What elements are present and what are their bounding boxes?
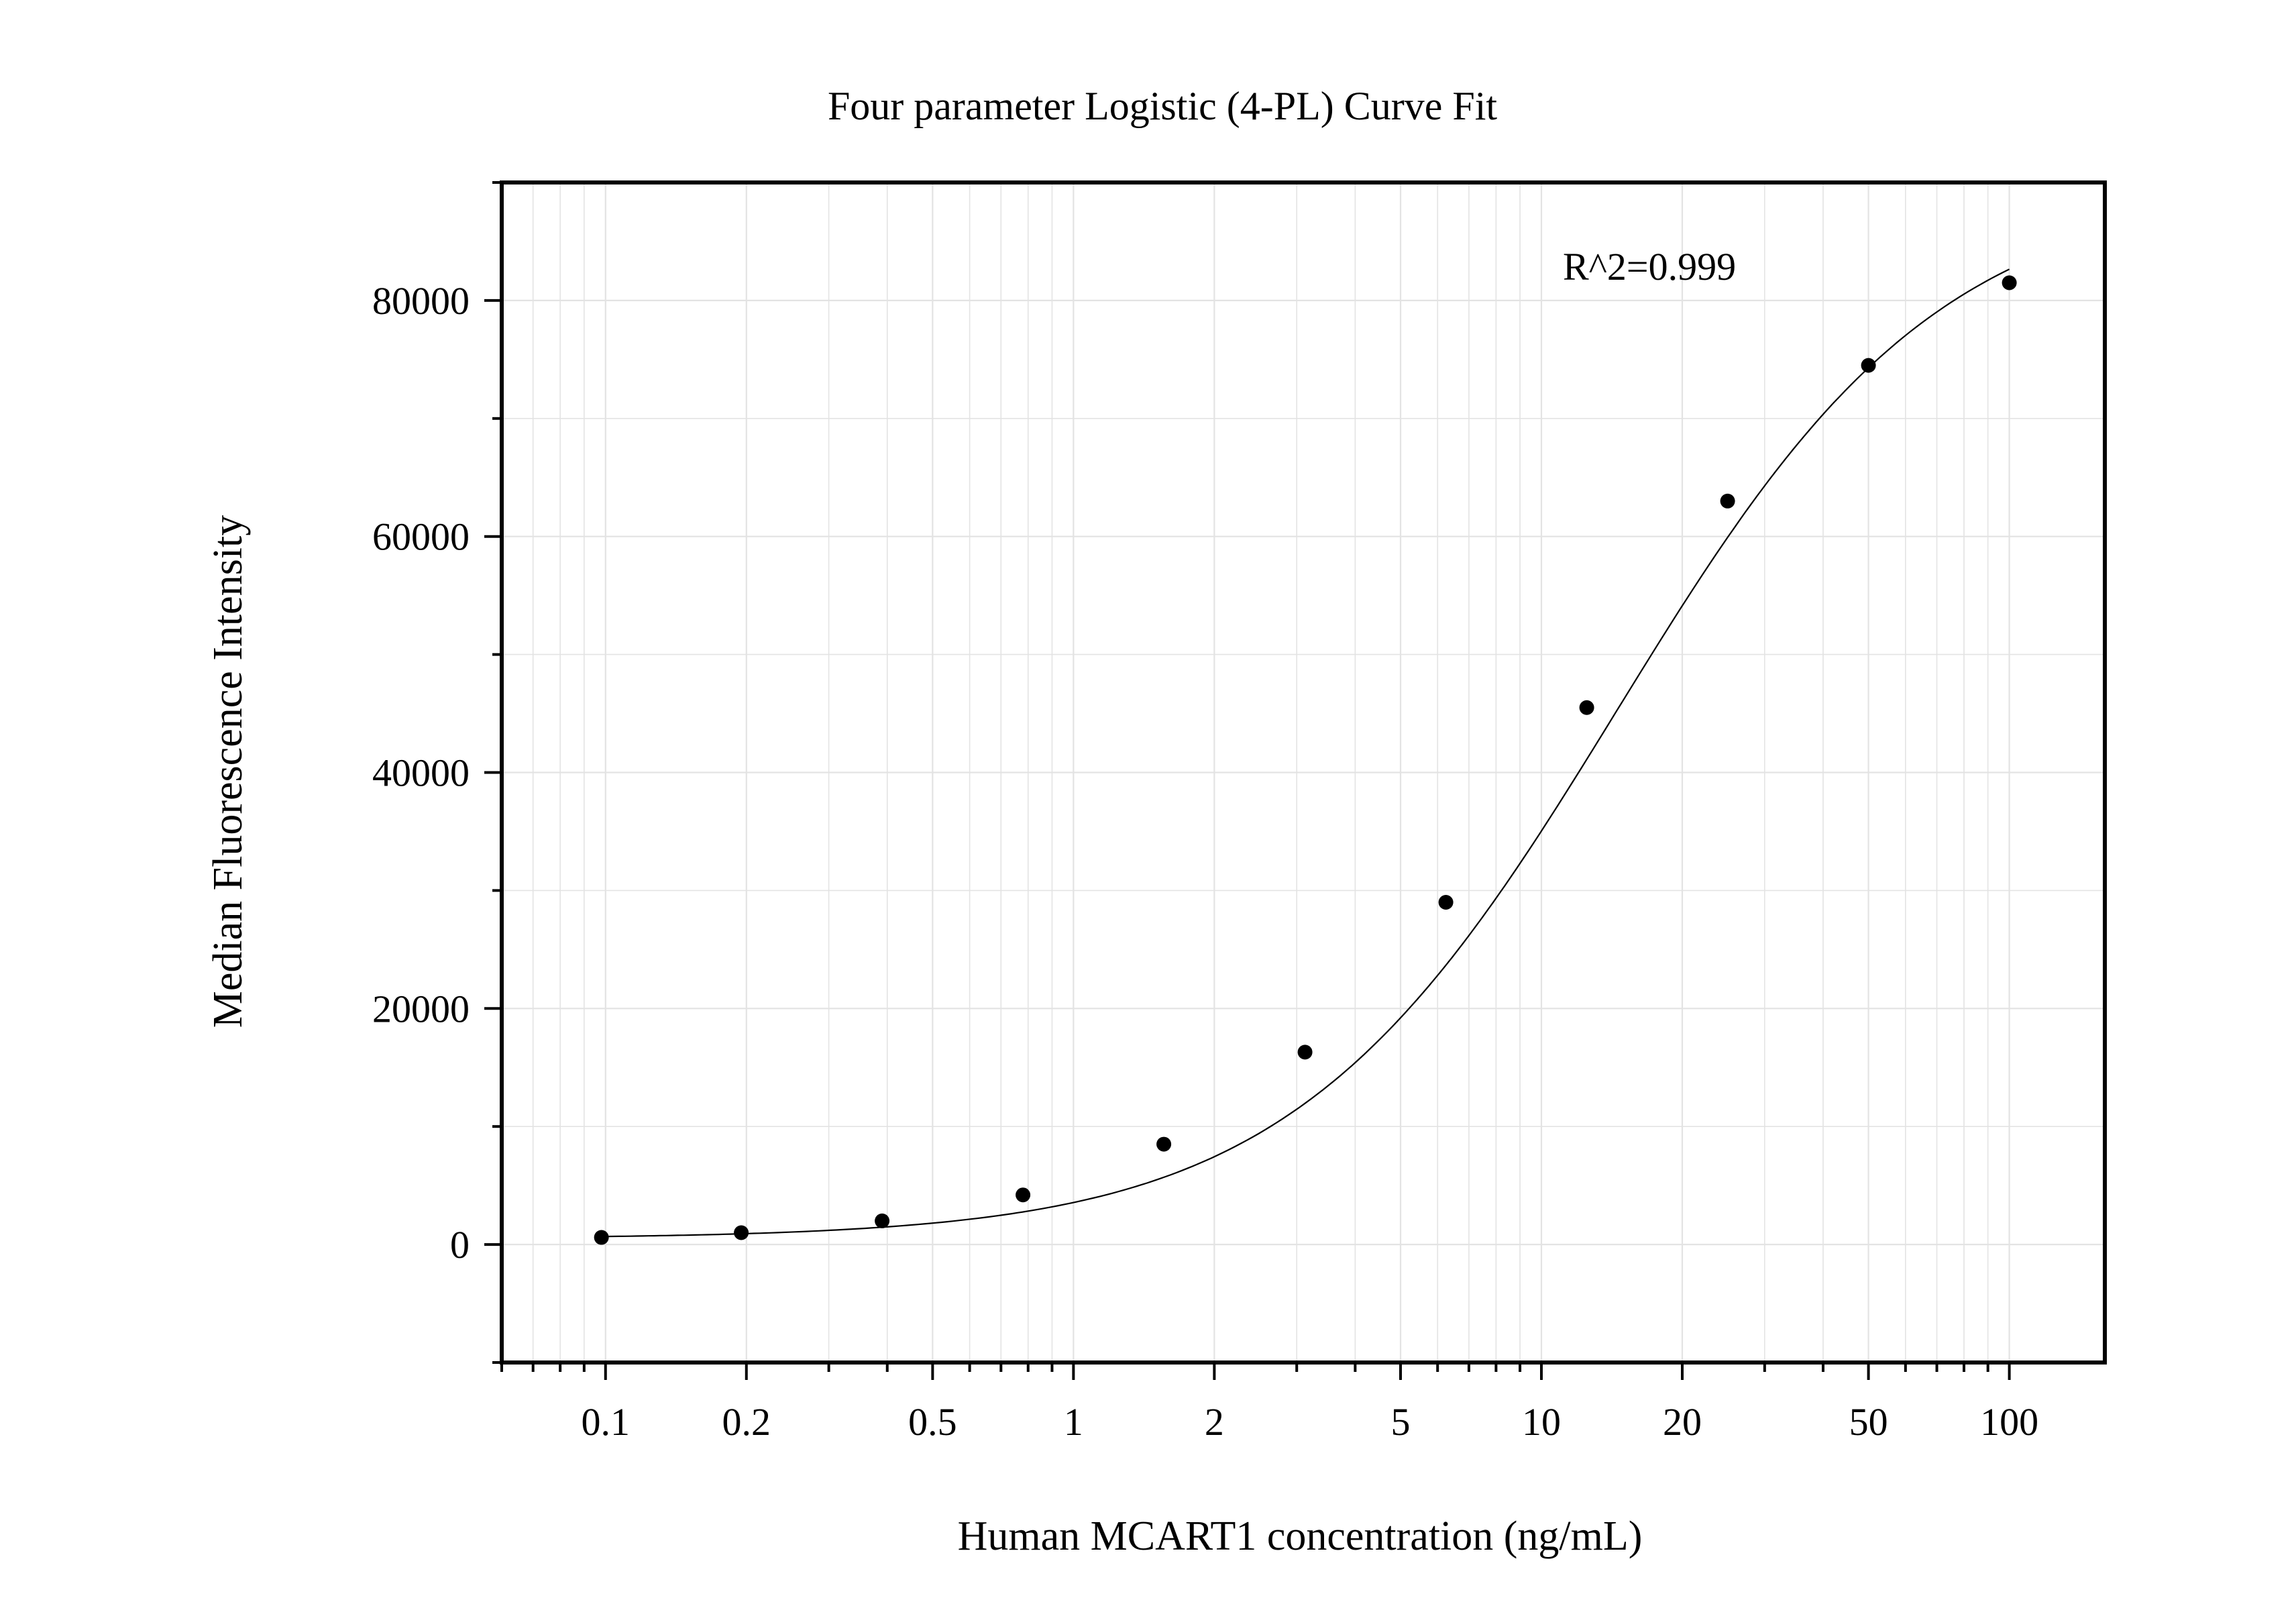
x-tick-label: 50 bbox=[1849, 1400, 1888, 1444]
data-point bbox=[1579, 700, 1594, 715]
fit-curve bbox=[601, 268, 2010, 1238]
x-axis-label: Human MCART1 concentration (ng/mL) bbox=[958, 1513, 1643, 1559]
y-tick-label: 80000 bbox=[372, 279, 470, 323]
data-point bbox=[734, 1225, 749, 1240]
grid bbox=[501, 182, 2105, 1363]
y-axis-label: Median Fluorescence Intensity bbox=[205, 515, 251, 1028]
y-tick-label: 40000 bbox=[372, 751, 470, 795]
data-point bbox=[2002, 275, 2017, 290]
data-point bbox=[1438, 894, 1454, 910]
data-point bbox=[594, 1230, 609, 1245]
x-axis-ticks: 0.1 0.2 0.5 1 2 5 10 20 50 100 bbox=[500, 1362, 2038, 1444]
data-point bbox=[1297, 1045, 1313, 1060]
x-tick-label: 1 bbox=[1064, 1400, 1083, 1444]
y-axis-ticks: 0 20000 40000 60000 80000 bbox=[372, 181, 502, 1364]
y-tick-label: 20000 bbox=[372, 987, 470, 1030]
data-point bbox=[1720, 493, 1735, 509]
x-tick-label: 0.5 bbox=[908, 1400, 957, 1444]
x-tick-label: 0.1 bbox=[582, 1400, 631, 1444]
y-tick-label: 0 bbox=[450, 1223, 470, 1267]
x-tick-label: 5 bbox=[1390, 1400, 1410, 1444]
data-point bbox=[1861, 358, 1876, 373]
x-tick-label: 10 bbox=[1522, 1400, 1561, 1444]
x-tick-label: 100 bbox=[1980, 1400, 2038, 1444]
data-point bbox=[1016, 1187, 1031, 1203]
data-points bbox=[594, 275, 2017, 1245]
x-tick-label: 20 bbox=[1663, 1400, 1702, 1444]
data-point bbox=[875, 1213, 890, 1228]
r-squared-annotation: R^2=0.999 bbox=[1563, 245, 1736, 288]
x-tick-label: 0.2 bbox=[722, 1400, 771, 1444]
y-tick-label: 60000 bbox=[372, 515, 470, 559]
chart-title: Four parameter Logistic (4-PL) Curve Fit bbox=[828, 84, 1497, 128]
data-point bbox=[1156, 1136, 1172, 1152]
x-tick-label: 2 bbox=[1205, 1400, 1224, 1444]
